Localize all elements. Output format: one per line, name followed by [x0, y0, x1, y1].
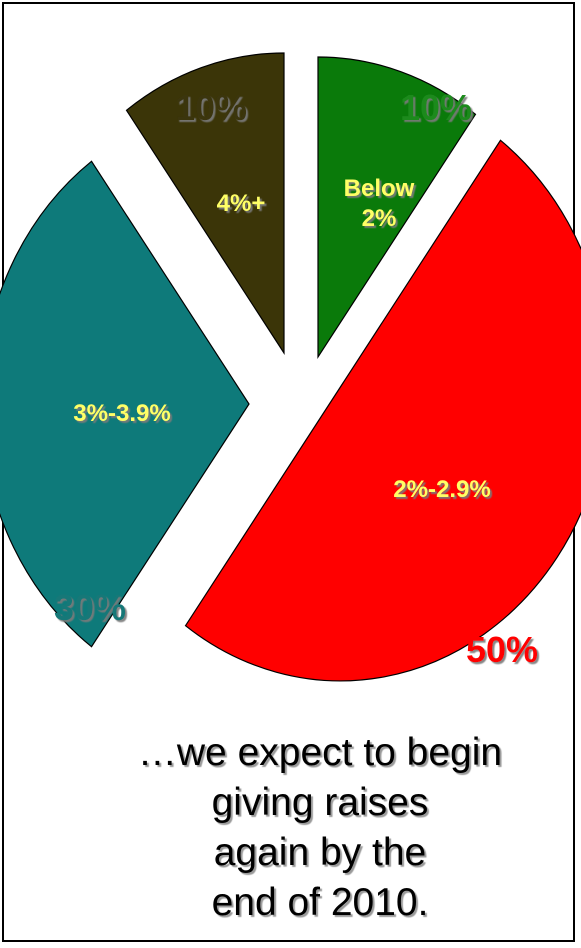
- slice-value-4: 10%: [175, 87, 247, 128]
- pie-slice-3-3-9: [0, 160, 250, 648]
- caption-line-1: …we expect to begin: [137, 731, 503, 774]
- slice-label-3-3-9: 3%-3.9%: [73, 400, 170, 427]
- slice-label-2-2-9: 2%-2.9%: [393, 476, 490, 503]
- slice-label-below-2: Below 2%: [344, 175, 415, 232]
- pie-slice-4: [125, 52, 285, 356]
- slice-value-3-3-9: 30%: [54, 587, 126, 628]
- caption-line-2: giving raises: [211, 781, 429, 824]
- caption-line-3: again by the: [213, 831, 427, 874]
- slice-value-2-2-9: 50%: [466, 629, 538, 670]
- pie-slice-below-2: [317, 56, 477, 360]
- pie-slice-2-2-9: [184, 139, 581, 682]
- caption-text: …we expect to begin giving raises again …: [60, 728, 580, 928]
- slice-value-below-2: 10%: [400, 87, 472, 128]
- caption-line-4: end of 2010.: [211, 881, 429, 924]
- slice-label-4: 4%+: [217, 190, 266, 217]
